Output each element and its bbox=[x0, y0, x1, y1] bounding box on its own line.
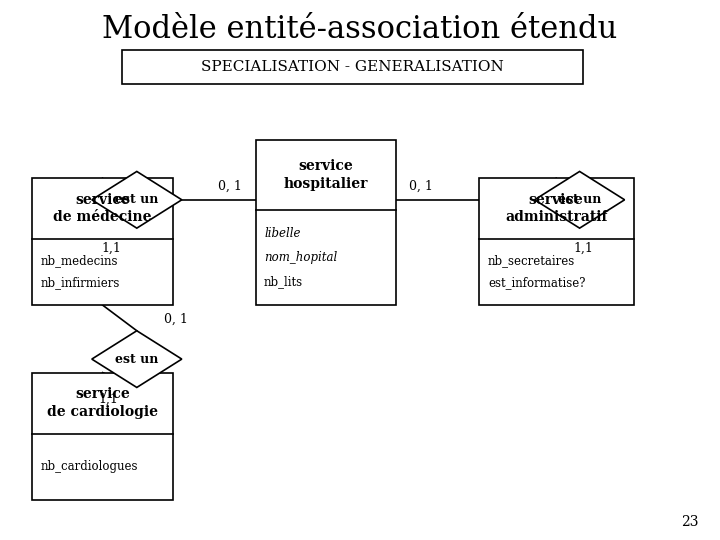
Text: 1,1: 1,1 bbox=[102, 241, 122, 255]
FancyBboxPatch shape bbox=[32, 373, 173, 500]
Text: nb_cardiologues: nb_cardiologues bbox=[41, 460, 138, 473]
Polygon shape bbox=[92, 330, 181, 388]
FancyBboxPatch shape bbox=[256, 140, 396, 305]
Text: service
de cardiologie: service de cardiologie bbox=[47, 387, 158, 419]
Text: nb_infirmiers: nb_infirmiers bbox=[41, 276, 120, 289]
Text: est un: est un bbox=[115, 193, 158, 206]
Polygon shape bbox=[534, 172, 625, 228]
FancyBboxPatch shape bbox=[32, 178, 173, 305]
Text: 0, 1: 0, 1 bbox=[218, 180, 243, 193]
Text: 0, 1: 0, 1 bbox=[409, 180, 433, 193]
Text: service
administratif: service administratif bbox=[505, 193, 608, 224]
Text: 1,1: 1,1 bbox=[98, 393, 118, 406]
Text: SPECIALISATION - GENERALISATION: SPECIALISATION - GENERALISATION bbox=[202, 60, 504, 74]
Polygon shape bbox=[92, 172, 181, 228]
Text: nb_medecins: nb_medecins bbox=[41, 254, 118, 268]
Text: service
de médecine: service de médecine bbox=[53, 193, 152, 224]
Text: nb_lits: nb_lits bbox=[264, 275, 303, 288]
FancyBboxPatch shape bbox=[122, 50, 583, 84]
FancyBboxPatch shape bbox=[479, 178, 634, 305]
Text: Modèle entité-association étendu: Modèle entité-association étendu bbox=[102, 14, 618, 44]
Text: est un: est un bbox=[558, 193, 601, 206]
Text: est_informatise?: est_informatise? bbox=[488, 276, 585, 289]
Text: 1,1: 1,1 bbox=[573, 241, 593, 255]
Text: 0, 1: 0, 1 bbox=[164, 312, 189, 325]
Text: 23: 23 bbox=[681, 515, 698, 529]
Text: est un: est un bbox=[115, 353, 158, 366]
Text: nb_secretaires: nb_secretaires bbox=[488, 254, 575, 268]
Text: nom_hopital: nom_hopital bbox=[264, 251, 337, 264]
Text: service
hospitalier: service hospitalier bbox=[284, 159, 368, 191]
Text: libelle: libelle bbox=[264, 227, 300, 240]
